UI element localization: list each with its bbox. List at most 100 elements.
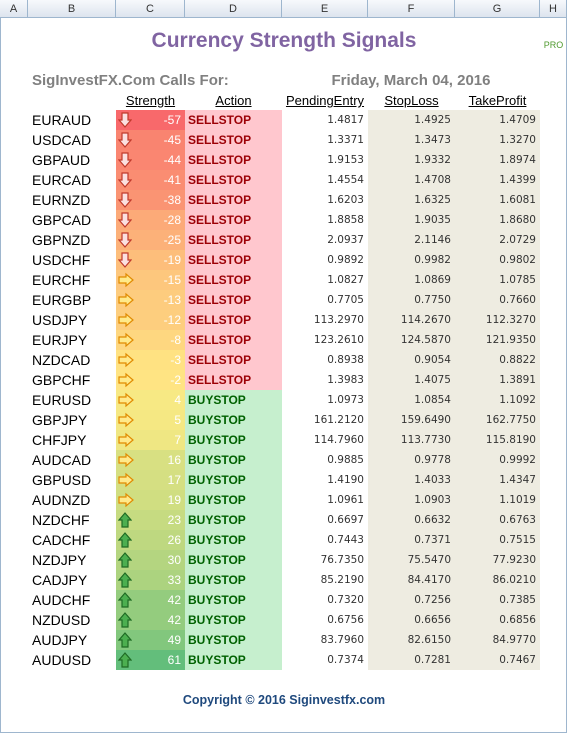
- action: SELLSTOP: [185, 290, 282, 310]
- take-profit: 1.3270: [455, 130, 540, 150]
- take-profit: 1.0785: [455, 270, 540, 290]
- take-profit: 1.3891: [455, 370, 540, 390]
- take-profit: 0.9802: [455, 250, 540, 270]
- pair: EURAUD: [32, 112, 92, 128]
- pending-entry: 161.2120: [313, 414, 364, 426]
- action: BUYSTOP: [185, 430, 282, 450]
- column-title: TakeProfit: [468, 93, 527, 108]
- stop-loss: 114.2670: [368, 310, 455, 330]
- pending-entry: 0.7374: [327, 654, 364, 666]
- column-header: G: [455, 0, 540, 18]
- stop-loss: 0.6656: [368, 610, 455, 630]
- action: SELLSTOP: [185, 170, 282, 190]
- strength: -2: [116, 370, 185, 390]
- sheet-border: [0, 18, 1, 733]
- action: SELLSTOP: [185, 190, 282, 210]
- strength: 23: [116, 510, 185, 530]
- pair: USDJPY: [32, 312, 88, 328]
- right-arrow: [118, 472, 134, 488]
- stop-loss: 124.5870: [368, 330, 455, 350]
- up-arrow: [118, 612, 132, 628]
- pair: EURGBP: [32, 292, 92, 308]
- pair: CADJPY: [32, 572, 88, 588]
- action: BUYSTOP: [185, 630, 282, 650]
- pair: NZDCHF: [32, 512, 90, 528]
- pending-entry: 0.7705: [327, 294, 364, 306]
- stop-loss: 0.9054: [368, 350, 455, 370]
- take-profit: 1.8974: [455, 150, 540, 170]
- stop-loss: 84.4170: [368, 570, 455, 590]
- stop-loss: 1.0854: [368, 390, 455, 410]
- pair: AUDUSD: [32, 652, 92, 668]
- stop-loss: 0.7256: [368, 590, 455, 610]
- down-arrow: [118, 192, 132, 208]
- pending-entry: 0.7320: [327, 594, 364, 606]
- take-profit: 1.1092: [455, 390, 540, 410]
- action: BUYSTOP: [185, 410, 282, 430]
- right-arrow: [118, 312, 134, 328]
- strength: -15: [116, 270, 185, 290]
- take-profit: 0.7467: [455, 650, 540, 670]
- pair: AUDCAD: [32, 452, 92, 468]
- strength: 26: [116, 530, 185, 550]
- pair: AUDCHF: [32, 592, 91, 608]
- stop-loss: 82.6150: [368, 630, 455, 650]
- action: SELLSTOP: [185, 310, 282, 330]
- down-arrow: [118, 152, 132, 168]
- action: SELLSTOP: [185, 370, 282, 390]
- pending-entry: 1.3983: [327, 374, 364, 386]
- action: SELLSTOP: [185, 150, 282, 170]
- pending-entry: 1.6203: [327, 194, 364, 206]
- caller: SigInvestFX.Com Calls For:: [32, 71, 229, 89]
- pending-entry: 1.0973: [327, 394, 364, 406]
- pending-entry: 0.7443: [327, 534, 364, 546]
- action: BUYSTOP: [185, 590, 282, 610]
- action: BUYSTOP: [185, 390, 282, 410]
- strength: -45: [116, 130, 185, 150]
- up-arrow: [118, 552, 132, 568]
- pending-entry: 1.9153: [327, 154, 364, 166]
- pending-entry: 1.0961: [327, 494, 364, 506]
- action: BUYSTOP: [185, 650, 282, 670]
- stop-loss: 0.7750: [368, 290, 455, 310]
- stop-loss: 1.4708: [368, 170, 455, 190]
- pair: NZDJPY: [32, 552, 87, 568]
- stop-loss: 113.7730: [368, 430, 455, 450]
- take-profit: 0.6856: [455, 610, 540, 630]
- strength: 33: [116, 570, 185, 590]
- pending-entry: 85.2190: [320, 574, 364, 586]
- strength: -28: [116, 210, 185, 230]
- pair: EURNZD: [32, 192, 91, 208]
- pending-entry: 83.7960: [320, 634, 364, 646]
- take-profit: 121.9350: [455, 330, 540, 350]
- pending-entry: 0.6756: [327, 614, 364, 626]
- strength: 16: [116, 450, 185, 470]
- pending-entry: 1.4190: [327, 474, 364, 486]
- pending-entry: 1.4554: [327, 174, 364, 186]
- action: SELLSTOP: [185, 270, 282, 290]
- down-arrow: [118, 112, 132, 128]
- take-profit: 162.7750: [455, 410, 540, 430]
- take-profit: 0.7660: [455, 290, 540, 310]
- take-profit: 1.6081: [455, 190, 540, 210]
- up-arrow: [118, 512, 132, 528]
- pair: GBPAUD: [32, 152, 91, 168]
- pair: EURJPY: [32, 332, 88, 348]
- action: SELLSTOP: [185, 130, 282, 150]
- down-arrow: [118, 252, 132, 268]
- pending-entry: 1.0827: [327, 274, 364, 286]
- stop-loss: 1.9332: [368, 150, 455, 170]
- action: BUYSTOP: [185, 450, 282, 470]
- stop-loss: 75.5470: [368, 550, 455, 570]
- stop-loss: 1.4033: [368, 470, 455, 490]
- action: BUYSTOP: [185, 570, 282, 590]
- pending-entry: 113.2970: [313, 314, 364, 326]
- take-profit: 84.9770: [455, 630, 540, 650]
- take-profit: 1.1019: [455, 490, 540, 510]
- pair: GBPCHF: [32, 372, 91, 388]
- stop-loss: 1.4075: [368, 370, 455, 390]
- stop-loss: 1.6325: [368, 190, 455, 210]
- strength: -12: [116, 310, 185, 330]
- column-title: Action: [215, 93, 252, 108]
